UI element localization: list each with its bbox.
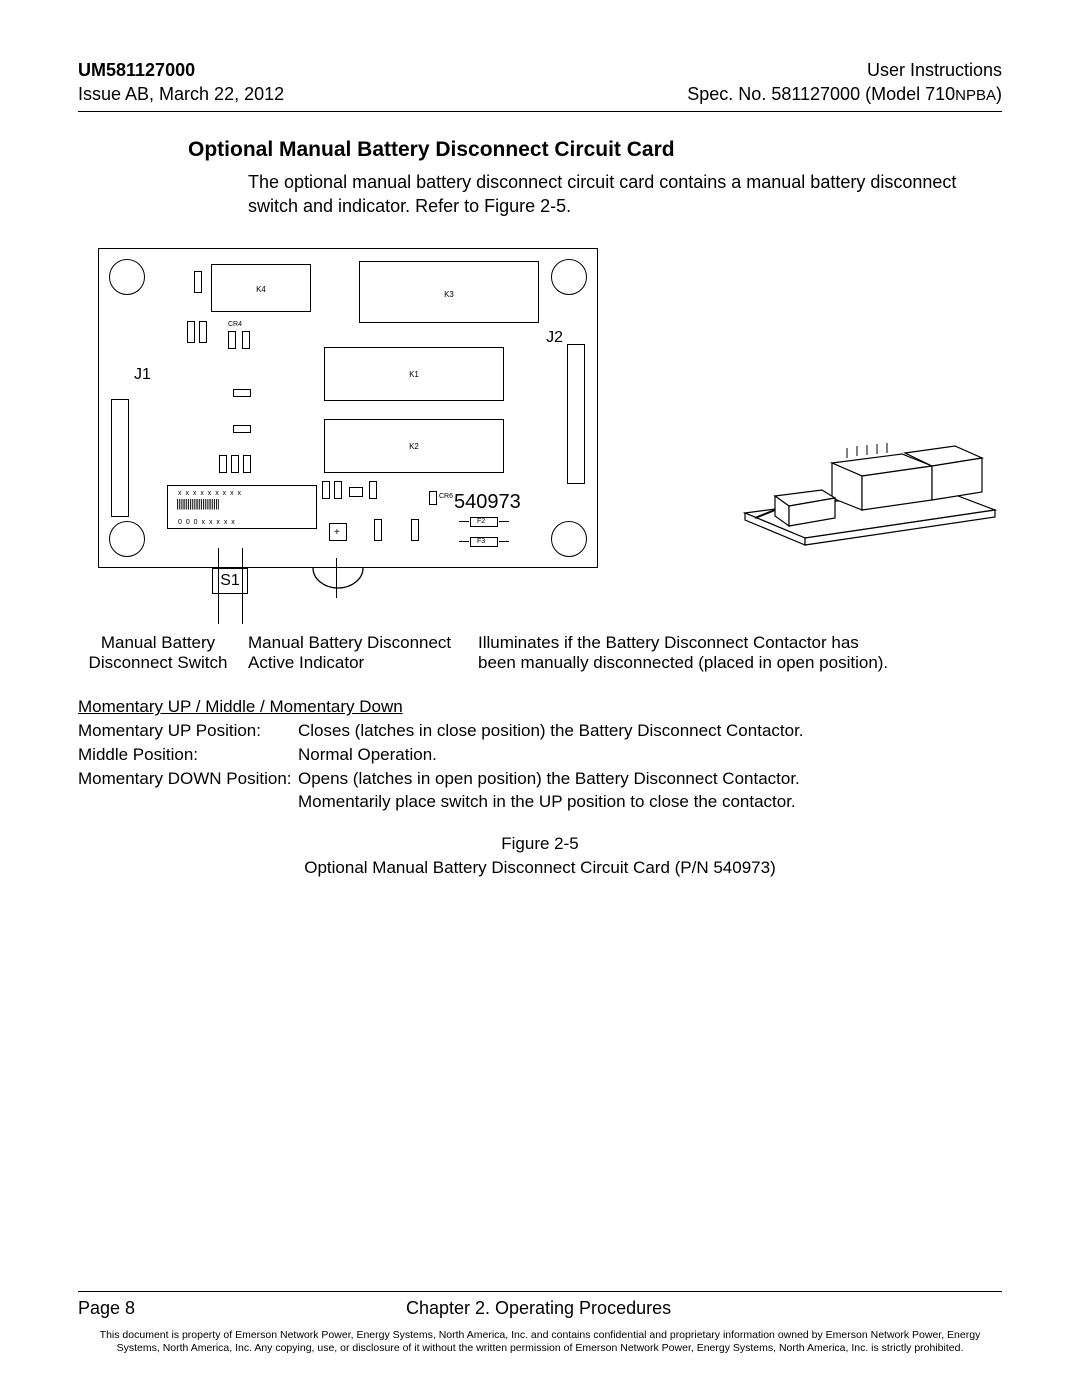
position-row: Momentarily place switch in the UP posit… <box>78 790 1002 814</box>
component <box>187 321 195 343</box>
component <box>411 519 419 541</box>
switch-block: x x x x x x x x x ||||||||||||||||||||||… <box>167 485 317 529</box>
connector-j1 <box>111 399 129 517</box>
relay-k3: K3 <box>359 261 539 323</box>
component <box>322 481 330 499</box>
component <box>199 321 207 343</box>
indicator-arc <box>308 568 368 598</box>
component <box>242 331 250 349</box>
figure-2-5: K3 K4 K1 K2 CR4 CR6 F2 F3 J1 J2 <box>78 248 1002 608</box>
user-instructions: User Instructions <box>687 58 1002 82</box>
label-j1: J1 <box>134 366 151 384</box>
page-footer: Page 8 Chapter 2. Operating Procedures T… <box>78 1291 1002 1355</box>
position-row: Momentary UP Position: Closes (latches i… <box>78 719 1002 743</box>
figure-callouts: Manual Battery Disconnect Switch Manual … <box>78 633 1002 673</box>
issue-date: Issue AB, March 22, 2012 <box>78 82 284 106</box>
legal-text: This document is property of Emerson Net… <box>78 1329 1002 1355</box>
part-number: 540973 <box>454 491 521 514</box>
chapter-title: Chapter 2. Operating Procedures <box>406 1298 671 1319</box>
mounting-hole <box>109 259 145 295</box>
relay-k4: K4 <box>211 264 311 312</box>
mounting-hole <box>551 521 587 557</box>
component <box>233 389 251 397</box>
section-title: Optional Manual Battery Disconnect Circu… <box>188 138 1002 162</box>
figure-caption: Figure 2-5 Optional Manual Battery Disco… <box>78 832 1002 880</box>
label-cr6: CR6 <box>439 493 453 500</box>
mounting-hole <box>551 259 587 295</box>
component <box>228 331 236 349</box>
header-left: UM581127000 Issue AB, March 22, 2012 <box>78 58 284 107</box>
connector-j2 <box>567 344 585 484</box>
switch-positions: Momentary UP / Middle / Momentary Down M… <box>78 695 1002 814</box>
relay-k2: K2 <box>324 419 504 473</box>
component <box>231 455 239 473</box>
label-j2: J2 <box>546 329 563 347</box>
component <box>429 491 437 505</box>
positions-heading: Momentary UP / Middle / Momentary Down <box>78 695 1002 719</box>
header-right: User Instructions Spec. No. 581127000 (M… <box>687 58 1002 107</box>
callout-switch: Manual Battery Disconnect Switch <box>78 633 238 673</box>
component <box>243 455 251 473</box>
spec-line: Spec. No. 581127000 (Model 710NPBA) <box>687 82 1002 106</box>
doc-number: UM581127000 <box>78 58 284 82</box>
page-header: UM581127000 Issue AB, March 22, 2012 Use… <box>78 58 1002 112</box>
label-cr4: CR4 <box>228 321 242 328</box>
callout-illuminates: Illuminates if the Battery Disconnect Co… <box>478 633 1002 673</box>
section-body: The optional manual battery disconnect c… <box>248 170 1002 219</box>
component <box>334 481 342 499</box>
component <box>219 455 227 473</box>
pcb-isometric <box>737 418 1002 548</box>
footer-row: Page 8 Chapter 2. Operating Procedures <box>78 1291 1002 1319</box>
component <box>194 271 202 293</box>
callout-indicator: Manual Battery Disconnect Active Indicat… <box>248 633 468 673</box>
component <box>369 481 377 499</box>
component <box>349 487 363 497</box>
mounting-hole <box>109 521 145 557</box>
page-number: Page 8 <box>78 1298 135 1319</box>
pcb-outline: K3 K4 K1 K2 CR4 CR6 F2 F3 J1 J2 <box>98 248 598 568</box>
component <box>233 425 251 433</box>
component <box>374 519 382 541</box>
relay-k1: K1 <box>324 347 504 401</box>
position-row: Middle Position: Normal Operation. <box>78 743 1002 767</box>
position-row: Momentary DOWN Position: Opens (latches … <box>78 767 1002 791</box>
